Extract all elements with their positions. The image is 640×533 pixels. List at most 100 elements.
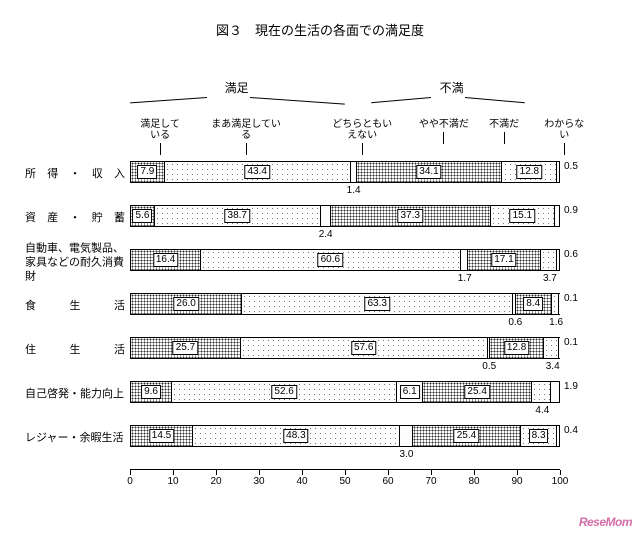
end-value: 0.6: [564, 249, 578, 260]
bar-segment: 38.7: [155, 206, 321, 226]
chart-row: レジャー・余暇生活14.548.325.48.30.43.0: [130, 425, 560, 453]
segment-value: 25.4: [454, 429, 479, 443]
under-value: 3.0: [400, 449, 414, 460]
chart-row: 自己啓発・能力向上9.652.66.125.41.94.4: [130, 381, 560, 409]
segment-value: 63.3: [364, 297, 389, 311]
segment-value: 5.6: [133, 209, 153, 223]
seg-label-s1: 満足している: [139, 119, 182, 155]
bar-segment: 12.8: [490, 338, 545, 358]
bar-segment: 57.6: [241, 338, 488, 358]
stacked-bar: 9.6 52.6 6.1 25.4: [130, 381, 560, 403]
segment-value: 8.3: [529, 429, 549, 443]
segment-value: 14.5: [149, 429, 174, 443]
row-label: 自動車、電気製品、家具などの耐久消費財: [25, 242, 125, 283]
bar-segment: [552, 294, 559, 314]
segment-value: 52.6: [271, 385, 296, 399]
segment-value: 48.3: [283, 429, 308, 443]
segment-value: 60.6: [318, 253, 343, 267]
bar-segment: 25.4: [413, 426, 522, 446]
bar-segment: [557, 250, 560, 270]
axis-tick-label: 80: [468, 476, 479, 487]
chart-row: 住生活25.757.612.80.10.53.4: [130, 337, 560, 365]
under-value: 1.4: [347, 185, 361, 196]
bar-segment: 37.3: [331, 206, 491, 226]
under-value: 1.7: [458, 273, 472, 284]
segment-value: 9.6: [141, 385, 161, 399]
bar-segment: [544, 338, 559, 358]
watermark: ReseMom: [579, 515, 632, 529]
axis-tick-label: 70: [425, 476, 436, 487]
end-value: 0.9: [564, 205, 578, 216]
under-value: 0.5: [482, 361, 496, 372]
bar-segment: 34.1: [357, 162, 503, 182]
end-value: 1.9: [564, 381, 578, 392]
segment-label-row: 満足しているまあ満足しているどちらともいえないやや不満だ不満だわからない: [130, 119, 560, 159]
stacked-bar: 25.757.612.8: [130, 337, 560, 359]
bar-segment: 8.3: [521, 426, 557, 446]
bar-segment: 5.6: [131, 206, 155, 226]
segment-value: 26.0: [173, 297, 198, 311]
bar-segment: [541, 250, 557, 270]
stacked-bar: 7.9 43.4 34.1 12.8: [130, 161, 560, 183]
stacked-bar: 14.5 48.3 25.4 8.3: [130, 425, 560, 447]
bar-segment: [461, 250, 468, 270]
axis-tick-label: 50: [339, 476, 350, 487]
row-label: 自己啓発・能力向上: [25, 388, 125, 402]
axis-tick: [474, 470, 475, 475]
segment-value: 7.9: [137, 165, 157, 179]
axis-tick: [173, 470, 174, 475]
bar-segment: 26.0: [131, 294, 242, 314]
axis-tick-label: 100: [552, 476, 569, 487]
segment-value: 8.4: [523, 297, 543, 311]
seg-label-s3: どちらともいえない: [328, 119, 397, 155]
chart-row: 自動車、電気製品、家具などの耐久消費財16.460.617.10.61.73.7: [130, 249, 560, 277]
group-satisfied: 満足: [225, 79, 249, 96]
chart-row: 資産・貯蓄5.638.737.315.10.92.4: [130, 205, 560, 233]
axis-tick: [431, 470, 432, 475]
under-value: 2.4: [319, 229, 333, 240]
bar-segment: 48.3: [193, 426, 400, 446]
bar-segment: 63.3: [242, 294, 513, 314]
segment-value: 12.8: [517, 165, 542, 179]
axis-tick-label: 60: [382, 476, 393, 487]
seg-label-s6: わからない: [543, 119, 586, 155]
end-value: 0.4: [564, 425, 578, 436]
row-label: 資産・貯蓄: [25, 212, 125, 226]
segment-value: 25.4: [464, 385, 489, 399]
bar-segment: 15.1: [491, 206, 556, 226]
chart-row: 所得・収入7.943.434.112.80.51.4: [130, 161, 560, 189]
group-label-row: 満足 不満: [130, 79, 560, 119]
axis-tick: [388, 470, 389, 475]
bar-segment: 6.1: [397, 382, 423, 402]
chart-title: 図３ 現在の生活の各面での満足度: [30, 20, 610, 39]
axis-tick: [259, 470, 260, 475]
under-value: 0.6: [508, 317, 522, 328]
chart-row: 食生活26.063.38.40.10.61.6: [130, 293, 560, 321]
bar-segment: 7.9: [131, 162, 165, 182]
axis-tick: [302, 470, 303, 475]
bar-segment: [551, 382, 559, 402]
segment-value: 57.6: [351, 341, 376, 355]
segment-value: 38.7: [225, 209, 250, 223]
row-label: レジャー・余暇生活: [25, 432, 125, 446]
under-value: 3.7: [543, 273, 557, 284]
stacked-bar: 26.0 63.3 8.4: [130, 293, 560, 315]
axis-tick-label: 0: [127, 476, 133, 487]
end-value: 0.1: [564, 337, 578, 348]
stacked-bar: 16.460.617.1: [130, 249, 560, 271]
bar-segment: [532, 382, 551, 402]
segment-value: 34.1: [416, 165, 441, 179]
segment-value: 37.3: [397, 209, 422, 223]
segment-value: 6.1: [400, 385, 420, 399]
segment-value: 43.4: [244, 165, 269, 179]
bar-segment: [557, 426, 559, 446]
axis-tick: [130, 470, 131, 475]
bar-segment: 17.1: [468, 250, 541, 270]
axis-tick-label: 30: [253, 476, 264, 487]
segment-value: 15.1: [510, 209, 535, 223]
bar-segment: 43.4: [165, 162, 351, 182]
axis-tick: [345, 470, 346, 475]
row-label: 所得・収入: [25, 168, 125, 182]
segment-value: 17.1: [491, 253, 516, 267]
bar-segment: 25.4: [423, 382, 532, 402]
